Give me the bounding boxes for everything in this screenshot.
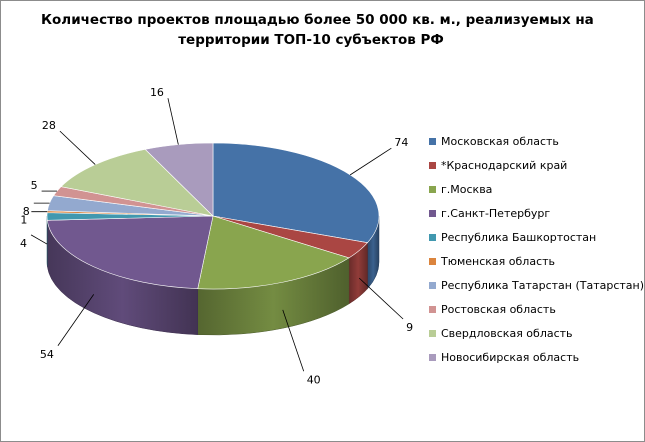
legend-swatch (429, 258, 436, 266)
leader-line-9 (167, 98, 179, 145)
data-label-8: 28 (42, 119, 56, 132)
legend-item: г.Санкт-Петербург (429, 201, 643, 225)
pie-slice-2 (197, 215, 350, 290)
legend-swatch (429, 233, 436, 241)
leader-line-8 (59, 130, 96, 165)
legend-label: Новосибирская область (441, 351, 580, 365)
legend-label: Тюменская область (441, 255, 556, 269)
data-label-7: 5 (31, 179, 38, 192)
legend-item: Свердловская область (429, 322, 643, 346)
data-label-3: 54 (40, 348, 54, 361)
legend-item: *Краснодарский край (429, 153, 643, 177)
legend-swatch (429, 209, 436, 217)
chart-title: Количество проектов площадью более 50 00… (41, 10, 594, 50)
legend-item: Тюменская область (429, 249, 643, 273)
legend-item: Республика Татарстан (Татарстан) (429, 274, 645, 298)
legend-label: Ростовская область (441, 303, 556, 317)
legend-swatch (429, 354, 436, 362)
legend-swatch (429, 185, 436, 193)
leader-line-1 (358, 277, 404, 320)
data-label-1: 9 (406, 321, 413, 334)
legend-item: Новосибирская область (429, 346, 643, 370)
legend-label: Республика Башкортостан (441, 230, 597, 244)
pie-slice-3 (46, 215, 214, 290)
pie-slice-9 (144, 142, 214, 217)
legend-label: г.Санкт-Петербург (441, 206, 551, 220)
data-label-9: 16 (150, 86, 164, 99)
leader-line-2 (282, 309, 305, 372)
legend-item: Московская область (429, 129, 643, 153)
legend-item: Ростовская область (429, 298, 643, 322)
data-label-4: 4 (20, 237, 27, 250)
legend-label: *Краснодарский край (441, 158, 568, 172)
legend-swatch (429, 161, 436, 169)
chart-title-line-1: Количество проектов площадью более 50 00… (41, 12, 594, 28)
pie-slice-0 (212, 142, 380, 244)
legend-label: Московская область (441, 134, 559, 148)
chart-title-line-2: территории ТОП-10 субъектов РФ (178, 32, 444, 48)
legend-swatch (429, 306, 436, 314)
leader-line-0 (349, 147, 392, 176)
legend-swatch (429, 282, 436, 290)
legend-label: Республика Татарстан (Татарстан) (441, 279, 645, 293)
legend-swatch (429, 330, 436, 338)
leader-line-4 (30, 234, 48, 245)
data-label-2: 40 (307, 373, 321, 386)
data-label-6: 8 (23, 205, 30, 218)
legend: Московская область *Краснодарский край г.М… (429, 129, 645, 370)
legend-label: г.Москва (441, 182, 493, 196)
leader-line-3 (57, 294, 95, 346)
legend-swatch (429, 137, 436, 145)
data-label-0: 74 (394, 136, 408, 149)
legend-item: г.Москва (429, 177, 643, 201)
legend-item: Республика Башкортостан (429, 225, 643, 249)
legend-label: Свердловская область (441, 327, 573, 341)
data-label-5: 1 (20, 214, 27, 227)
